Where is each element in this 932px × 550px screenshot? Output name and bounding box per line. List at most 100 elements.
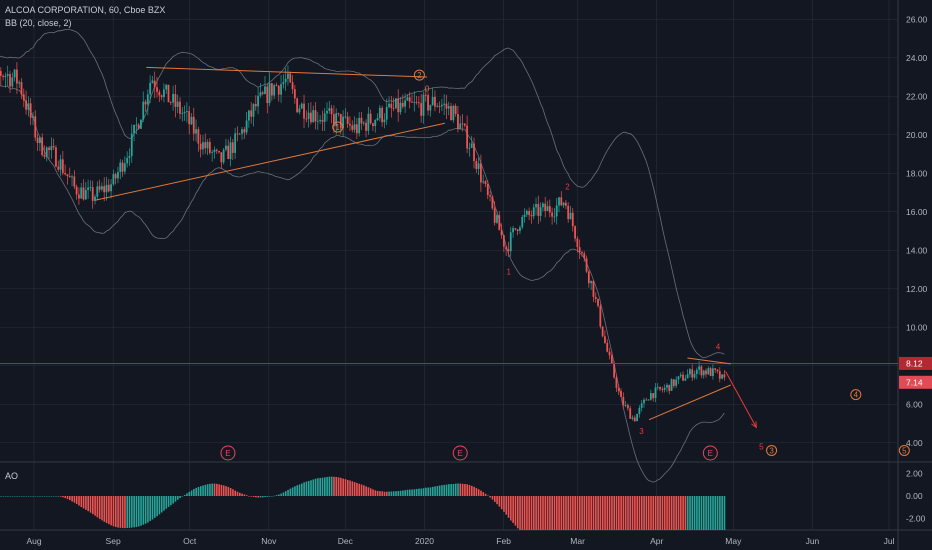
ao-bar xyxy=(500,496,503,510)
candle-body xyxy=(553,216,556,218)
candle-body xyxy=(57,166,60,170)
ao-bar xyxy=(578,496,581,530)
candle-body xyxy=(174,93,177,107)
candle-body xyxy=(156,87,158,92)
ao-bar xyxy=(291,487,294,496)
ao-bar xyxy=(595,496,597,530)
ao-bar xyxy=(117,496,119,528)
ao-bar xyxy=(176,496,179,500)
candle-body xyxy=(172,93,174,103)
candle-body xyxy=(663,387,666,390)
ao-bar xyxy=(507,496,510,518)
candle-body xyxy=(509,232,512,252)
candle-body xyxy=(181,113,184,114)
ao-bar xyxy=(144,496,147,524)
candle-body xyxy=(417,102,420,104)
candle-body xyxy=(75,186,78,195)
earnings-marker-label: E xyxy=(458,449,463,458)
candle-body xyxy=(707,368,710,375)
candle-body xyxy=(450,106,452,121)
ao-bar xyxy=(631,496,634,530)
candle-body xyxy=(291,82,294,90)
candle-body xyxy=(18,82,21,84)
candle-body xyxy=(564,202,567,206)
candle-body xyxy=(222,149,225,163)
ao-bar xyxy=(101,496,103,521)
candle-body xyxy=(548,206,551,213)
candle-body xyxy=(339,114,342,129)
ao-bar xyxy=(537,496,540,530)
ao-bar xyxy=(23,496,25,497)
projection-arrow-head xyxy=(751,421,757,429)
ao-bar xyxy=(374,490,377,496)
candle-body xyxy=(284,78,287,83)
time-tick-label: 2020 xyxy=(415,536,434,546)
candle-body xyxy=(601,326,604,337)
ao-bar xyxy=(429,487,432,496)
ao-bar xyxy=(569,496,572,530)
ao-bar xyxy=(436,486,439,496)
ao-bar xyxy=(615,496,618,530)
candle-body xyxy=(87,187,90,190)
candle-body xyxy=(89,187,92,189)
ao-bar xyxy=(576,496,579,530)
candle-body xyxy=(613,363,616,378)
candle-body xyxy=(229,142,232,160)
candle-body xyxy=(558,197,560,206)
ao-bar xyxy=(418,488,420,496)
ao-bar xyxy=(675,496,678,530)
candle-body xyxy=(376,118,379,121)
ao-bar xyxy=(707,496,710,530)
ao-bar xyxy=(7,496,9,497)
ao-bar xyxy=(425,487,427,496)
candle-body xyxy=(94,196,96,201)
candle-body xyxy=(91,187,94,201)
candle-body xyxy=(569,212,572,220)
indicator-legend: BB (20, close, 2) xyxy=(5,18,72,28)
candle-body xyxy=(130,133,133,157)
candle-body xyxy=(392,108,395,109)
ao-bar xyxy=(209,483,211,496)
ao-bar xyxy=(41,496,44,497)
candle-body xyxy=(179,101,181,114)
candle-body xyxy=(238,133,241,135)
ao-bar xyxy=(64,496,67,499)
ao-bar xyxy=(399,490,402,496)
ao-bar xyxy=(149,496,152,521)
ao-bar xyxy=(114,496,117,528)
ao-bar xyxy=(542,496,544,530)
ao-bar xyxy=(190,490,193,496)
ao-bar xyxy=(255,496,257,498)
ao-bar xyxy=(181,496,184,497)
ao-bar xyxy=(546,496,549,530)
price-tick-label: 16.00 xyxy=(906,207,928,217)
ao-bar xyxy=(96,496,99,518)
ao-bar xyxy=(25,496,27,497)
candle-body xyxy=(213,149,216,153)
candle-body xyxy=(146,94,149,105)
ao-bar xyxy=(20,496,23,497)
ao-bar xyxy=(112,496,115,527)
candle-body xyxy=(307,112,310,120)
candle-body xyxy=(158,91,161,96)
ao-bar xyxy=(629,496,632,530)
ao-bar xyxy=(365,486,367,496)
candle-body xyxy=(686,374,689,379)
candle-body xyxy=(670,379,673,391)
wave-label: 2 xyxy=(565,183,570,192)
ao-bar xyxy=(71,496,73,502)
ao-bar xyxy=(0,496,2,497)
candle-body xyxy=(406,97,409,101)
candle-body xyxy=(257,95,259,107)
ao-bar xyxy=(457,483,459,496)
ao-bar xyxy=(202,485,204,496)
candle-body xyxy=(567,205,570,220)
candle-body xyxy=(243,129,246,133)
candle-body xyxy=(445,103,448,109)
ao-bar xyxy=(668,496,671,530)
ao-bar xyxy=(27,496,30,497)
earnings-marker-label: E xyxy=(708,449,713,458)
candle-body xyxy=(484,181,487,184)
